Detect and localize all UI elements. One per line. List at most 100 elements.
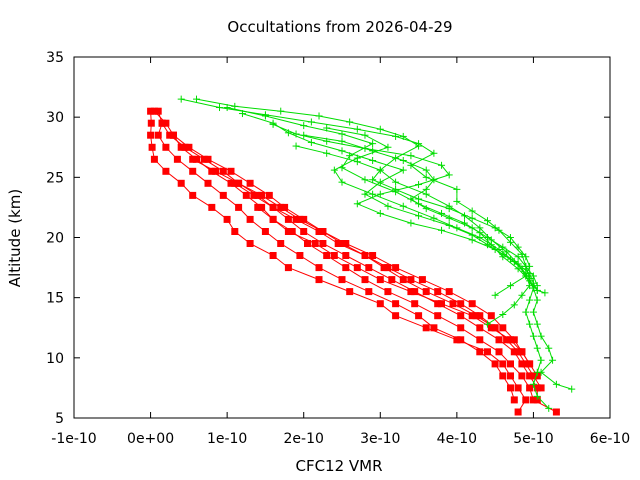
data-point-square [533, 396, 541, 404]
data-point-square [181, 143, 189, 151]
data-point-square [491, 324, 499, 332]
data-point-plus [323, 149, 331, 157]
data-point-square [518, 348, 526, 356]
data-point-square [162, 167, 170, 175]
data-point-square [484, 348, 491, 356]
data-point-plus [468, 214, 476, 222]
data-point-plus [330, 166, 338, 174]
data-point-square [487, 312, 495, 320]
data-point-square [384, 264, 392, 272]
data-point-square [311, 240, 319, 247]
data-point-plus [510, 258, 518, 266]
data-point-plus [491, 291, 499, 299]
data-point-plus [369, 176, 377, 184]
data-point-square [284, 215, 292, 223]
data-point-square [529, 396, 537, 404]
data-point-plus [353, 125, 361, 133]
y-tick-label: 15 [46, 291, 64, 307]
data-point-square [510, 396, 518, 404]
data-point-plus [514, 243, 522, 251]
data-point-square [453, 336, 461, 344]
data-point-square [499, 360, 507, 368]
data-layer [147, 95, 576, 416]
data-point-square [193, 155, 200, 163]
data-point-square [533, 372, 541, 380]
data-point-square [269, 215, 277, 223]
data-point-square [495, 348, 503, 356]
profile-series-red_series [231, 179, 499, 332]
data-point-square [342, 264, 350, 272]
data-point-plus [422, 205, 430, 213]
data-point-plus [269, 120, 277, 128]
y-axis-title: Altitude (km) [6, 189, 24, 287]
data-point-square [235, 203, 243, 211]
data-point-plus [415, 195, 423, 203]
data-point-plus [361, 131, 369, 139]
data-point-square [510, 348, 518, 356]
x-tick-label: 0e+00 [127, 431, 174, 447]
data-point-square [212, 167, 220, 175]
data-point-square [361, 252, 369, 259]
data-point-plus [522, 262, 530, 270]
data-point-plus [510, 301, 518, 309]
data-point-square [369, 252, 377, 259]
x-axis-title: CFC12 VMR [295, 457, 382, 475]
data-point-square [526, 360, 534, 368]
data-point-square [376, 300, 384, 308]
data-point-square [258, 203, 266, 211]
data-point-plus [392, 185, 400, 193]
data-point-plus [307, 138, 315, 146]
data-point-plus [407, 195, 415, 203]
chart-title: Occultations from 2026-04-29 [227, 18, 452, 36]
series-line [181, 98, 550, 409]
data-point-square [468, 300, 476, 308]
data-point-plus [495, 246, 503, 254]
data-point-square [346, 288, 354, 296]
data-point-square [365, 264, 373, 272]
data-point-square [246, 215, 254, 223]
data-point-square [476, 348, 484, 356]
data-point-plus [346, 118, 354, 126]
data-point-plus [468, 236, 476, 244]
data-point-square [418, 276, 426, 284]
data-point-plus [215, 104, 223, 112]
data-point-plus [529, 308, 537, 316]
data-point-square [246, 179, 254, 187]
data-point-square [330, 252, 338, 259]
data-point-plus [453, 224, 461, 232]
data-point-square [491, 360, 499, 368]
y-tick-label: 10 [46, 351, 64, 367]
data-point-plus [369, 156, 377, 164]
data-point-plus [529, 380, 537, 388]
data-point-square [434, 300, 442, 308]
data-point-square [148, 143, 156, 151]
data-point-square [208, 167, 216, 175]
data-point-square [399, 276, 407, 284]
data-point-plus [407, 152, 415, 160]
data-point-square [476, 336, 484, 344]
data-point-plus [438, 226, 446, 234]
data-point-square [147, 119, 155, 127]
data-point-plus [407, 161, 415, 169]
data-point-square [277, 240, 285, 247]
data-point-square [296, 252, 304, 259]
data-point-plus [537, 356, 545, 364]
data-point-square [204, 155, 212, 163]
data-point-square [380, 264, 388, 272]
data-point-square [254, 203, 262, 211]
data-point-plus [483, 217, 491, 225]
data-point-square [300, 215, 308, 223]
data-point-square [522, 396, 530, 404]
series-line [257, 207, 531, 365]
data-point-plus [193, 95, 201, 103]
data-point-square [315, 264, 323, 272]
data-point-square [507, 372, 514, 380]
data-point-square [342, 240, 350, 247]
data-point-plus [399, 166, 407, 174]
y-tick-label: 35 [46, 50, 64, 66]
data-point-plus [323, 124, 331, 132]
data-point-square [384, 288, 392, 296]
data-point-plus [545, 344, 553, 352]
data-point-square [487, 324, 495, 332]
data-point-square [445, 288, 453, 296]
